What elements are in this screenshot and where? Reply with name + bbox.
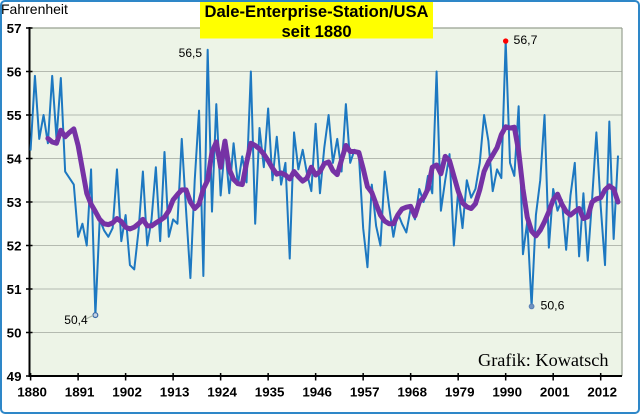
svg-text:1957: 1957 [350, 384, 380, 399]
svg-text:2012: 2012 [587, 384, 617, 399]
svg-text:seit 1880: seit 1880 [281, 22, 351, 41]
svg-text:1902: 1902 [112, 384, 142, 399]
svg-text:Grafik: Kowatsch: Grafik: Kowatsch [478, 350, 608, 370]
svg-text:1913: 1913 [160, 384, 190, 399]
svg-text:1979: 1979 [445, 384, 475, 399]
svg-text:50,4: 50,4 [64, 313, 88, 327]
svg-text:54: 54 [7, 151, 22, 166]
svg-text:55: 55 [7, 108, 22, 123]
svg-text:50: 50 [7, 325, 22, 340]
svg-text:57: 57 [7, 21, 22, 36]
svg-text:1946: 1946 [302, 384, 332, 399]
svg-text:1935: 1935 [255, 384, 285, 399]
svg-text:53: 53 [7, 195, 22, 210]
svg-text:56: 56 [7, 64, 22, 79]
svg-text:49: 49 [7, 369, 22, 384]
svg-text:Fahrenheit: Fahrenheit [1, 1, 68, 17]
svg-text:56,5: 56,5 [179, 46, 203, 60]
svg-text:2001: 2001 [540, 384, 570, 399]
svg-text:56,7: 56,7 [514, 33, 538, 47]
svg-text:1990: 1990 [492, 384, 522, 399]
svg-text:51: 51 [7, 282, 22, 297]
svg-text:1880: 1880 [17, 384, 47, 399]
svg-text:50,6: 50,6 [541, 299, 565, 313]
svg-text:1924: 1924 [207, 384, 237, 399]
svg-text:1968: 1968 [397, 384, 427, 399]
svg-text:1891: 1891 [65, 384, 95, 399]
svg-text:52: 52 [7, 238, 22, 253]
svg-text:Dale-Enterprise-Station/USA: Dale-Enterprise-Station/USA [204, 2, 428, 21]
